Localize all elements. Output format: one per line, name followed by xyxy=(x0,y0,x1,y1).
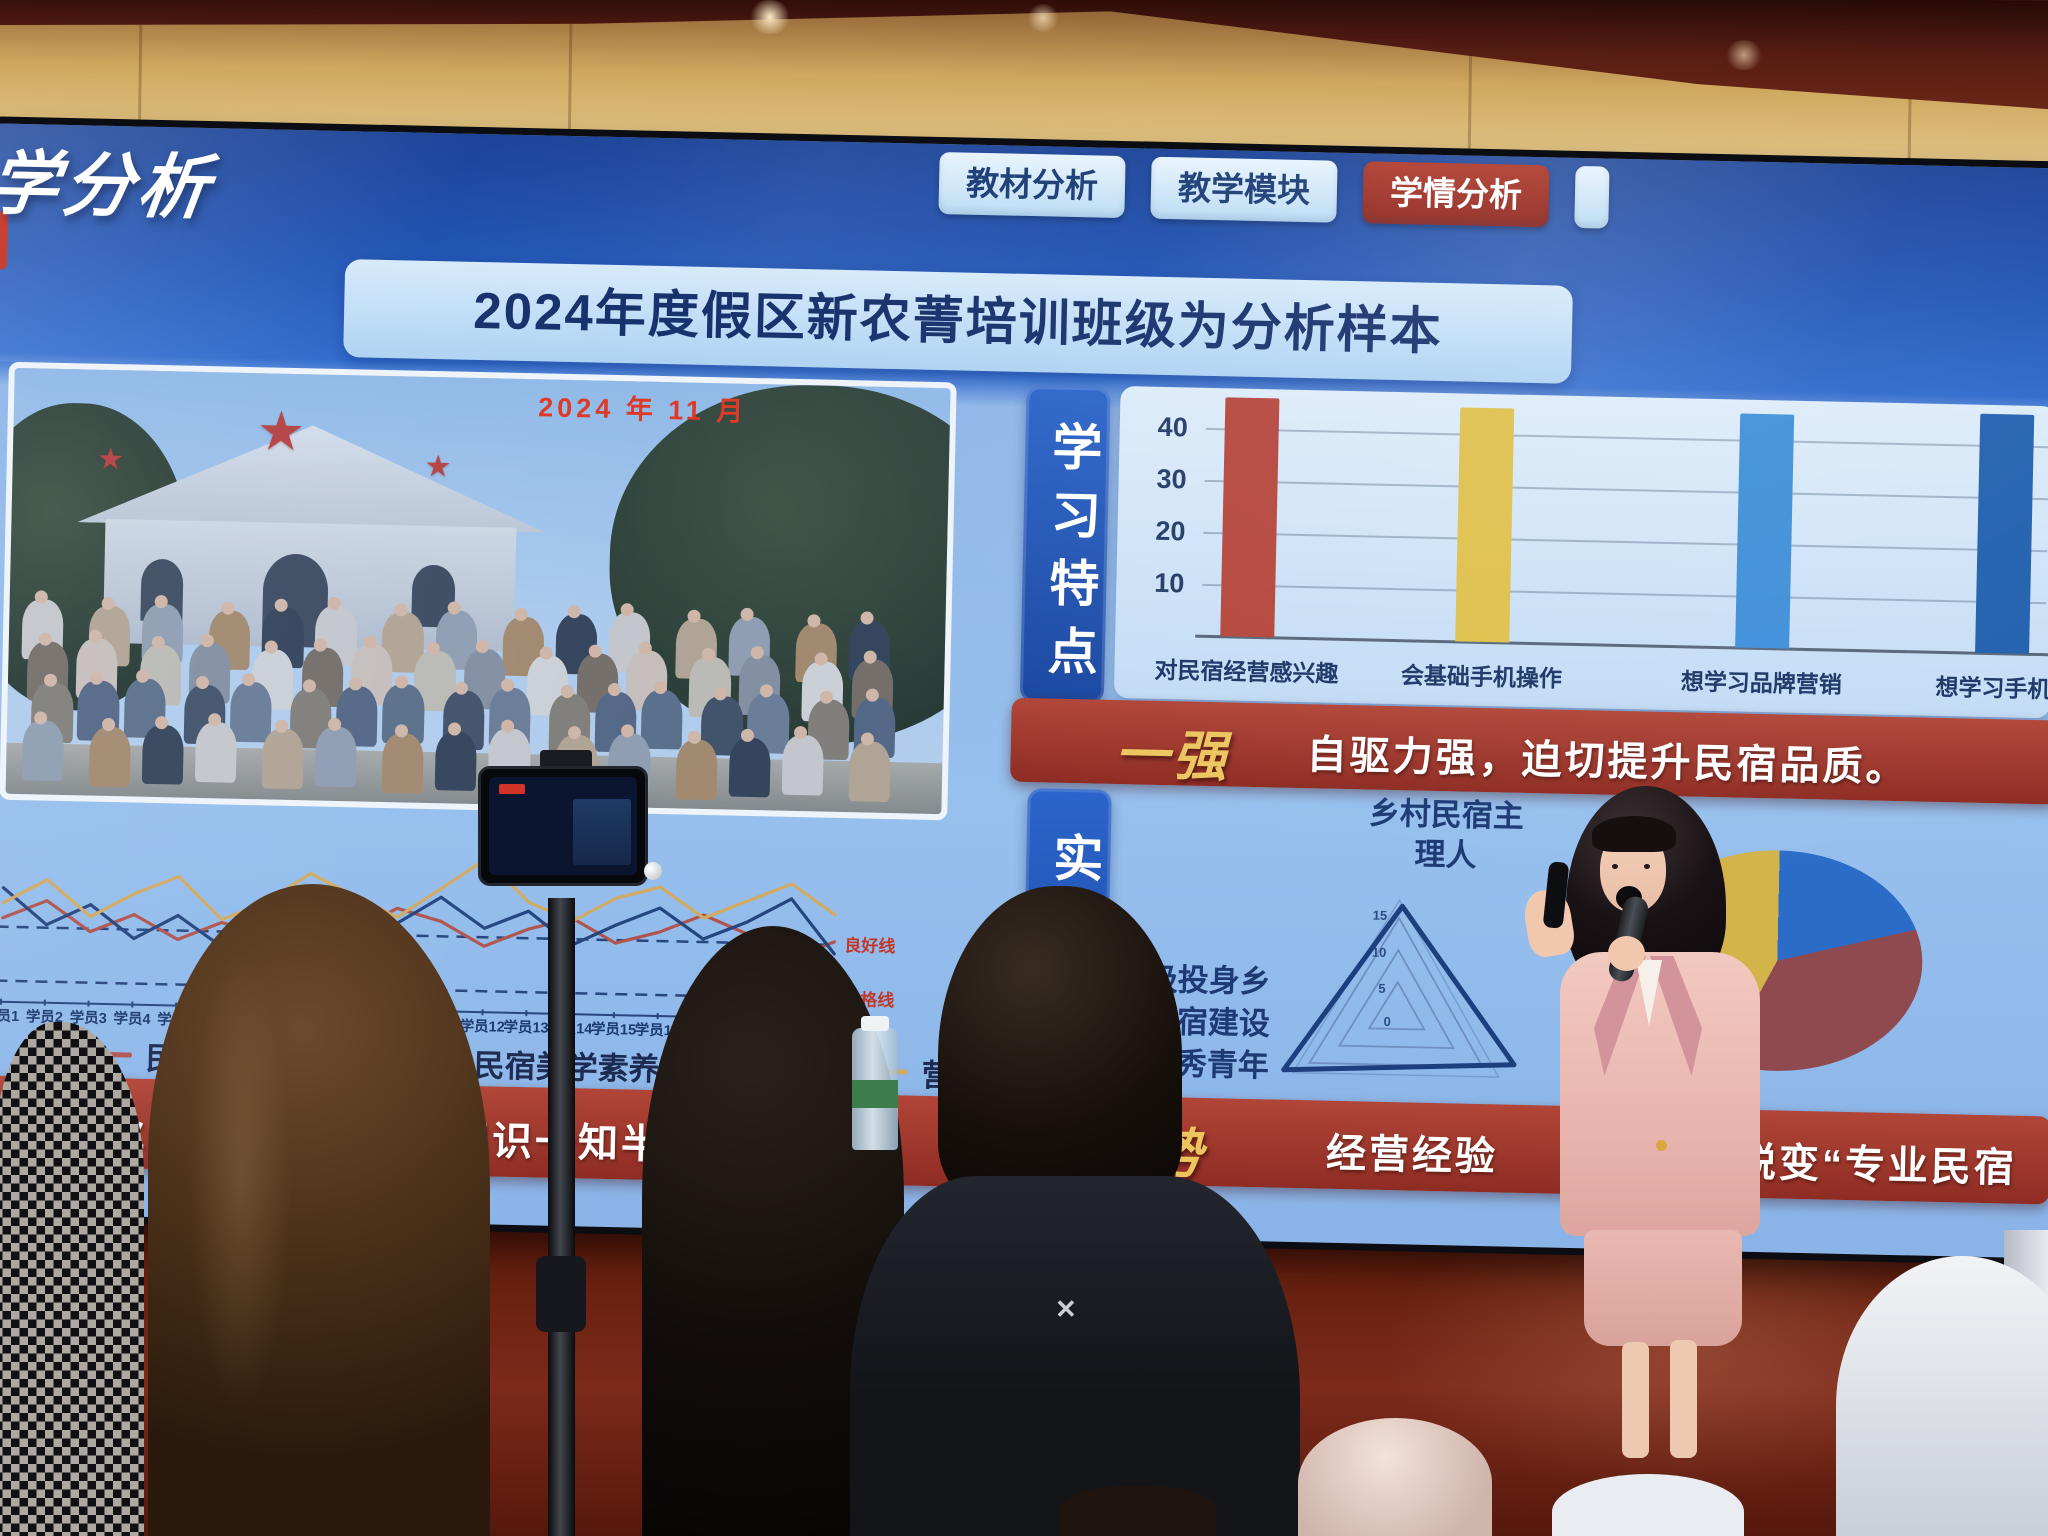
audience-houndstooth-garment xyxy=(0,1022,144,1536)
water-bottle xyxy=(852,1016,898,1150)
phone-rig-clamp xyxy=(540,750,592,770)
bar-想学习手机A xyxy=(1975,413,2035,654)
presenter-mic-hand xyxy=(1608,936,1645,971)
bar-ytick: 40 xyxy=(1157,411,1189,443)
presenter-eye xyxy=(1644,864,1650,869)
blazer-button xyxy=(1656,1140,1667,1151)
white-chair-back xyxy=(1552,1474,1744,1536)
presenter-blazer xyxy=(1560,952,1760,1236)
group-photo-panel: ★ ★ ★ 2024 年 11 月 xyxy=(0,361,957,821)
svg-text:学员1: 学员1 xyxy=(0,1006,19,1025)
phone-video-preview xyxy=(573,799,631,865)
audience-woman-hair xyxy=(148,884,490,1536)
tab-教材分析[interactable]: 教材分析 xyxy=(938,151,1126,219)
bar-对民宿经营感兴趣 xyxy=(1220,397,1280,638)
phone-tripod-joint xyxy=(536,1256,586,1332)
phone-tripod-pole xyxy=(548,898,575,1536)
svg-text:学员4: 学员4 xyxy=(113,1009,150,1028)
presenter-leg xyxy=(1622,1342,1649,1458)
bottle-label xyxy=(852,1080,898,1108)
svg-text:学员15: 学员15 xyxy=(591,1020,637,1039)
bar-ytick: 30 xyxy=(1156,463,1187,495)
svg-text:15: 15 xyxy=(1373,908,1388,923)
bar-category-label: 会基础手机操作 xyxy=(1400,662,1563,692)
svg-text:学员2: 学员2 xyxy=(26,1007,63,1026)
shirt-logo: ✕ xyxy=(1055,1294,1077,1324)
bar-chart-panel: 10 20 30 40 对民宿经营感兴趣 会基础手机操作 想学习品牌营销 想学习手机A xyxy=(1113,385,2048,719)
svg-text:良好线: 良好线 xyxy=(844,935,895,956)
presenter-bangs xyxy=(1592,816,1676,852)
bar-axis xyxy=(1195,634,2048,657)
bar-gridline xyxy=(1205,427,2048,449)
bar-gridline xyxy=(1203,531,2048,553)
slide-header-title: 学分析 xyxy=(0,144,219,228)
bar-gridline xyxy=(1202,583,2047,605)
dark-chair-top xyxy=(1060,1486,1216,1536)
bar-category-label: 对民宿经营感兴趣 xyxy=(1154,656,1339,687)
ceiling-light xyxy=(1724,40,1764,70)
white-chair xyxy=(1836,1256,2048,1536)
light-round-shape xyxy=(1298,1418,1492,1536)
tab-partial[interactable] xyxy=(1574,165,1610,229)
recording-phone xyxy=(478,766,648,886)
radar-chart-block: 乡村民宿主 理人 积极投身乡 村民宿建设 的优秀青年 15 10 5 0 xyxy=(1107,788,1594,1134)
phone-screen xyxy=(489,777,637,875)
tab-学情分析[interactable]: 学情分析 xyxy=(1362,161,1550,228)
svg-text:5: 5 xyxy=(1378,981,1386,996)
radar-svg-holder: 15 10 5 0 xyxy=(1243,851,1559,1125)
ceiling-light xyxy=(748,0,792,34)
tab-bar: 教材分析 教学模块 学情分析 xyxy=(938,151,1610,229)
audience-man-shirt: ✕ xyxy=(850,1176,1300,1536)
bar-ytick: 20 xyxy=(1155,515,1186,547)
title-band: 2024年度假区新农菁培训班级为分析样本 xyxy=(343,259,1573,384)
bar-想学习品牌营销 xyxy=(1735,413,1795,649)
ribbon-learning-traits: 学习特点 xyxy=(1019,385,1111,704)
presenter-eye xyxy=(1612,864,1618,869)
presenter-leg xyxy=(1670,1340,1697,1458)
bar-gridline xyxy=(1204,479,2048,501)
photo-blue-cast xyxy=(5,367,951,815)
advantage-banner-fragment: 经营经验 xyxy=(1325,1131,1499,1180)
bar-category-label: 想学习手机A xyxy=(1935,673,2048,703)
bar-会基础手机操作 xyxy=(1455,407,1515,643)
svg-text:学员3: 学员3 xyxy=(69,1008,106,1027)
phone-rig-knob xyxy=(644,862,662,880)
photo-date-caption: 2024 年 11 月 xyxy=(537,392,748,428)
presenter xyxy=(1520,780,1788,1480)
bar-category-label: 想学习品牌营销 xyxy=(1680,668,1843,698)
svg-text:10: 10 xyxy=(1372,945,1387,960)
slide-title: 2024年度假区新农菁培训班级为分析样本 xyxy=(472,281,1444,360)
audience-man-head xyxy=(938,886,1182,1216)
strength-banner-tag: 一强 xyxy=(1113,724,1232,788)
svg-text:0: 0 xyxy=(1383,1014,1391,1029)
svg-text:学员13: 学员13 xyxy=(503,1018,549,1037)
bar-ytick: 10 xyxy=(1154,567,1185,599)
presenter-skirt xyxy=(1584,1230,1742,1346)
record-indicator-icon xyxy=(499,784,525,794)
radar-svg: 15 10 5 0 xyxy=(1281,898,1517,1078)
bottle-cap xyxy=(861,1016,889,1031)
ceiling-light xyxy=(1026,4,1060,32)
svg-text:学员12: 学员12 xyxy=(459,1017,505,1036)
tab-教学模块[interactable]: 教学模块 xyxy=(1150,156,1338,223)
